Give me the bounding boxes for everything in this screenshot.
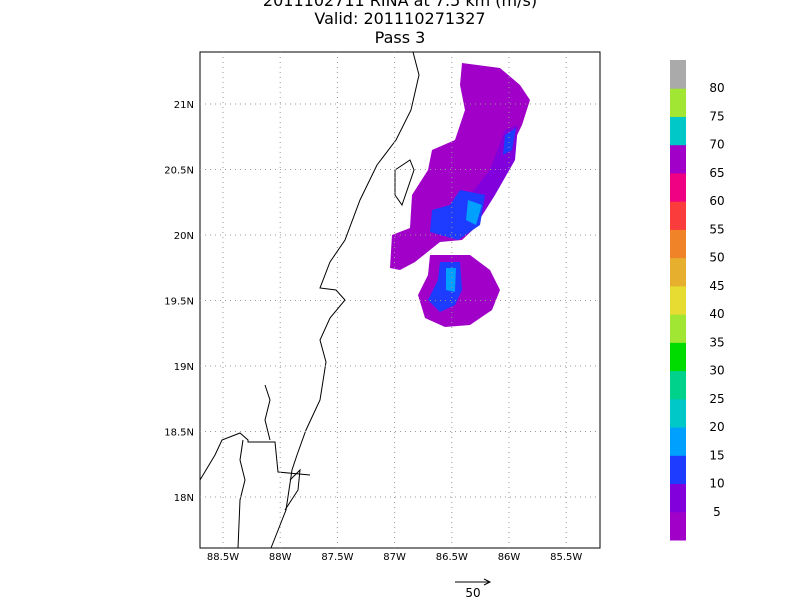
colorbar-segment [670, 511, 686, 541]
colorbar-segment [670, 285, 686, 315]
colorbar-segment [670, 455, 686, 485]
colorbar-label: 10 [709, 477, 724, 491]
colorbar-label: 15 [709, 448, 724, 462]
lat-label: 20.5N [164, 166, 194, 177]
colorbar-label: 70 [709, 138, 724, 152]
colorbar-label: 65 [709, 166, 724, 180]
colorbar-segment [670, 398, 686, 428]
coastline [199, 51, 420, 549]
colorbar-segment [670, 342, 686, 372]
lon-label: 88.5W [207, 552, 239, 563]
colorbar-segment [670, 257, 686, 287]
lon-label: 86.5W [436, 552, 468, 563]
valid-time: Valid: 201110271327 [314, 9, 485, 28]
colorbar-segment [670, 88, 686, 117]
colorbar-segment [670, 116, 686, 146]
lon-label: 87.5W [321, 552, 353, 563]
colorbar-label: 30 [709, 364, 724, 378]
lon-label: 85.5W [550, 552, 582, 563]
colorbar-segment [670, 483, 686, 513]
colorbar-label: 45 [709, 279, 724, 293]
colorbar-segment [670, 427, 686, 456]
lon-label: 86W [498, 552, 521, 563]
colorbar-segment [670, 229, 686, 259]
grid: 88.5W 88W 87.5W 87W 86.5W 86W 85.5W 21N 20.5N 20N… [164, 52, 600, 563]
colorbar-label: 5 [713, 505, 721, 519]
colorbar-label: 80 [709, 81, 724, 95]
colorbar-label: 20 [709, 420, 724, 434]
colorbar-segment [670, 314, 686, 343]
colorbar-segment [670, 60, 686, 89]
colorbar-segment [670, 201, 686, 230]
colorbar-label: 60 [709, 194, 724, 208]
colorbar-label: 50 [709, 251, 724, 265]
lon-label: 87W [383, 552, 406, 563]
lat-label: 19.5N [164, 297, 194, 308]
colorbar-segment [670, 172, 686, 202]
lat-label: 18N [174, 493, 194, 504]
colorbar: 5 10 15 20 25 30 35 40 45 50 55 60 65 70 75 80 [670, 60, 725, 541]
lat-label: 19N [174, 362, 194, 373]
scale-arrow-label: 50 [465, 586, 480, 600]
colorbar-label: 75 [709, 109, 724, 123]
title: 2011102711 RINA at 7.5 km (m/s) [263, 0, 537, 10]
pass: Pass 3 [375, 28, 426, 47]
wind-field [390, 63, 530, 327]
colorbar-label: 25 [709, 392, 724, 406]
lat-label: 18.5N [164, 428, 194, 439]
colorbar-label: 55 [709, 222, 724, 236]
lat-label: 20N [174, 231, 194, 242]
lon-label: 88W [269, 552, 292, 563]
scale-arrow-head [483, 578, 492, 586]
lat-label: 21N [174, 100, 194, 111]
colorbar-label: 40 [709, 307, 724, 321]
colorbar-segment [670, 144, 686, 174]
colorbar-label: 35 [709, 335, 724, 349]
colorbar-segment [670, 370, 686, 400]
